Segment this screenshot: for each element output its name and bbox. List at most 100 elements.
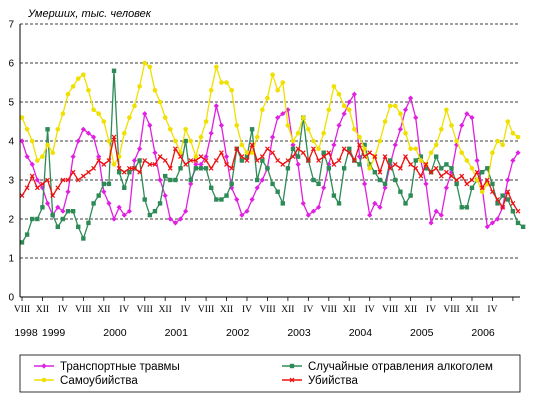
data-point (316, 158, 322, 163)
data-point (147, 64, 153, 70)
x-tick-label: IV (181, 305, 191, 315)
data-point (438, 127, 444, 132)
series-line (21, 61, 519, 194)
data-point (428, 220, 434, 226)
x-tick-label: XII (159, 305, 172, 315)
x-tick-label: VIII (75, 305, 91, 315)
legend-marker (289, 363, 295, 369)
data-point (172, 220, 179, 226)
data-point (260, 107, 265, 113)
data-point (147, 122, 153, 128)
data-point (331, 142, 337, 148)
data-point (244, 154, 250, 159)
series-2 (19, 68, 526, 245)
data-point (255, 177, 260, 183)
data-point (515, 150, 521, 156)
legend-item: Убийства (282, 375, 358, 387)
data-point (249, 150, 255, 155)
data-point (413, 165, 419, 171)
data-point (167, 165, 173, 171)
data-point (433, 154, 439, 159)
data-point (223, 154, 230, 160)
data-point (126, 165, 132, 171)
data-point (464, 181, 470, 187)
data-point (198, 134, 204, 140)
data-point (29, 173, 35, 179)
data-point (254, 158, 260, 163)
data-point (213, 103, 219, 109)
data-point (203, 158, 209, 163)
data-point (116, 204, 122, 210)
data-point (505, 197, 510, 202)
data-point (505, 119, 511, 124)
data-point (101, 161, 107, 167)
x-tick-label: XII (220, 305, 233, 315)
y-tick-label: 6 (8, 59, 14, 70)
data-point (361, 181, 368, 187)
data-point (249, 127, 255, 132)
y-tick-label: 1 (8, 254, 14, 265)
year-label: 2001 (165, 327, 189, 339)
data-point (127, 115, 132, 120)
data-point (500, 193, 505, 198)
year-label: 2004 (349, 327, 373, 339)
data-point (213, 158, 219, 163)
data-point (490, 181, 495, 187)
data-point (275, 158, 281, 163)
data-point (464, 158, 470, 163)
data-point (183, 161, 189, 167)
series-3 (19, 60, 521, 194)
data-point (449, 123, 454, 128)
data-point (398, 189, 403, 194)
data-point (444, 162, 449, 167)
data-point (443, 169, 449, 175)
data-point (295, 146, 301, 152)
data-point (224, 161, 229, 167)
data-point (65, 189, 71, 195)
x-tick-label: VIII (198, 305, 214, 315)
data-point (285, 158, 291, 163)
legend: Транспортные травмы Случайные отравления … (19, 354, 521, 393)
year-label: 1999 (42, 327, 66, 339)
data-point (40, 205, 45, 210)
data-point (229, 181, 234, 187)
data-point (137, 84, 142, 89)
data-point (367, 166, 373, 171)
data-point (295, 130, 301, 136)
data-point (106, 200, 112, 206)
data-point (50, 212, 55, 218)
data-point (495, 201, 500, 206)
x-tick-label: VIII (137, 305, 153, 315)
data-point (479, 189, 485, 194)
data-point (331, 193, 337, 198)
data-point (208, 130, 214, 136)
data-point (397, 126, 403, 132)
data-point (454, 138, 459, 144)
data-point (510, 130, 516, 136)
data-point (490, 150, 495, 155)
data-point (397, 165, 403, 171)
legend-marker (41, 363, 47, 369)
data-point (341, 103, 347, 109)
data-point (249, 196, 255, 203)
data-point (305, 158, 311, 163)
data-point (55, 224, 60, 229)
data-point (173, 177, 178, 183)
data-point (24, 185, 30, 191)
data-point (269, 134, 276, 140)
data-point (219, 80, 224, 85)
data-point (515, 134, 521, 140)
data-point (162, 173, 168, 179)
data-point (505, 177, 511, 183)
data-point (70, 169, 76, 175)
data-point (326, 161, 332, 167)
data-point (168, 177, 173, 183)
data-point (311, 146, 316, 152)
data-point (44, 200, 51, 206)
series-1 (19, 91, 521, 230)
legend-item: Случайные отравления алкоголем (282, 361, 493, 373)
data-point (81, 236, 86, 241)
data-point (111, 134, 117, 140)
data-point (142, 158, 148, 163)
data-point (495, 138, 500, 144)
